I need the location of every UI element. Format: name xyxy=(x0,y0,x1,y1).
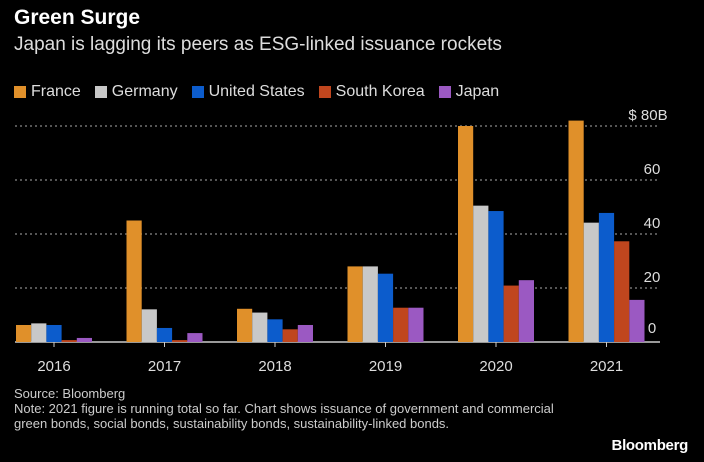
bar-france-2020 xyxy=(458,126,474,342)
legend-item: Germany xyxy=(94,83,178,101)
bar-united-states-2021 xyxy=(598,212,615,342)
bar-united-states-2017 xyxy=(156,327,173,342)
legend-swatch xyxy=(94,86,107,98)
x-tick-label: 2021 xyxy=(590,358,623,375)
legend: France Germany United States South Korea Jap… xyxy=(14,83,499,101)
legend-swatch xyxy=(191,86,204,98)
bar-south-korea-2021 xyxy=(614,241,630,342)
bar-united-states-2019 xyxy=(377,273,394,342)
bar-south-korea-2020 xyxy=(503,285,519,342)
bar-france-2017 xyxy=(126,220,142,342)
bar-south-korea-2019 xyxy=(393,307,409,342)
legend-item: Japan xyxy=(438,83,500,101)
legend-swatch xyxy=(438,86,451,98)
bar-united-states-2016 xyxy=(46,324,62,342)
x-tick-label: 2017 xyxy=(148,358,181,375)
legend-label: Japan xyxy=(455,83,500,100)
chart-subtitle: Japan is lagging its peers as ESG-linked… xyxy=(14,34,502,55)
bar-japan-2020 xyxy=(518,280,534,342)
x-tick-label: 2019 xyxy=(369,358,402,375)
bar-germany-2020 xyxy=(473,205,489,342)
bar-japan-2019 xyxy=(408,307,424,342)
bar-france-2016 xyxy=(16,324,32,342)
bloomberg-logo: Bloomberg xyxy=(611,437,689,454)
note-text: Note: 2021 figure is running total so fa… xyxy=(14,401,554,431)
legend-label: South Korea xyxy=(335,83,425,100)
bar-france-2018 xyxy=(237,308,253,342)
bar-germany-2017 xyxy=(141,309,157,342)
legend-label: France xyxy=(31,83,81,100)
bar-south-korea-2017 xyxy=(172,340,188,342)
bar-germany-2016 xyxy=(31,323,47,342)
x-tick-label: 2020 xyxy=(479,358,512,375)
y-tick-label: 40 xyxy=(644,215,661,232)
bar-france-2019 xyxy=(347,266,363,342)
legend-swatch xyxy=(318,86,331,98)
bar-japan-2016 xyxy=(76,337,92,342)
chart-title: Green Surge xyxy=(14,6,141,29)
bar-france-2021 xyxy=(568,120,584,342)
bar-germany-2019 xyxy=(362,266,378,342)
bar-japan-2021 xyxy=(629,299,645,342)
legend-item: France xyxy=(14,83,81,101)
bar-united-states-2018 xyxy=(267,319,283,342)
bar-japan-2018 xyxy=(297,324,313,342)
legend-label: Germany xyxy=(111,83,178,100)
x-tick-label: 2018 xyxy=(258,358,291,375)
bar-south-korea-2018 xyxy=(282,329,298,342)
y-tick-label: 0 xyxy=(648,320,656,337)
y-tick-label: 60 xyxy=(644,161,661,178)
bar-germany-2018 xyxy=(252,312,268,342)
y-tick-label: $ 80B xyxy=(628,107,667,124)
legend-swatch xyxy=(14,86,26,98)
y-tick-label: 20 xyxy=(644,269,661,286)
legend-item: United States xyxy=(191,83,305,101)
legend-item: South Korea xyxy=(318,83,425,101)
bar-united-states-2020 xyxy=(488,211,504,342)
source-text: Source: Bloomberg xyxy=(14,386,126,401)
bar-germany-2021 xyxy=(583,222,599,342)
bar-south-korea-2016 xyxy=(61,340,77,342)
footer: Source: Bloomberg Note: 2021 figure is r… xyxy=(14,386,574,431)
x-tick-label: 2016 xyxy=(37,358,70,375)
bar-japan-2017 xyxy=(187,333,203,342)
legend-label: United States xyxy=(208,83,305,100)
